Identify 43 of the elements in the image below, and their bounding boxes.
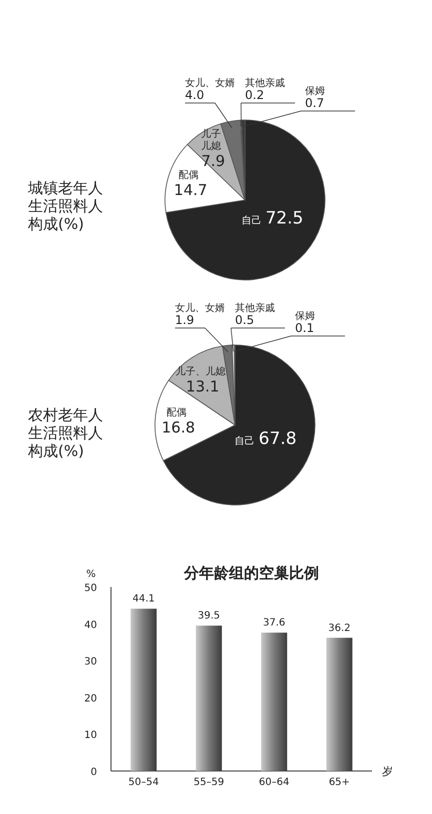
y-tick-label: 30 — [84, 656, 97, 668]
slice-label: 保姆 — [305, 86, 325, 97]
y-axis-title: % — [86, 569, 96, 580]
x-axis-title: 岁 — [382, 765, 393, 778]
data-label: 36.2 — [328, 622, 351, 634]
data-label: 0.2 — [245, 88, 264, 102]
data-label: 72.5 — [265, 208, 304, 228]
data-label: 0.7 — [305, 96, 324, 110]
slice-label: 配偶 — [166, 408, 186, 419]
data-label: 37.6 — [262, 618, 286, 629]
data-label: 4.0 — [185, 88, 204, 102]
x-tick-label: 60–64 — [258, 777, 290, 788]
data-label: 14.7 — [174, 181, 208, 200]
y-tick-label: 10 — [84, 730, 97, 742]
slice-label: 保姆 — [295, 311, 315, 322]
slice-label: 其他亲戚 — [245, 77, 285, 89]
y-tick-label: 20 — [84, 693, 97, 704]
slice-label: 儿子儿媳 — [201, 128, 222, 152]
data-label: 0.1 — [295, 321, 314, 335]
y-tick-label: 0 — [90, 767, 97, 778]
y-tick-label: 40 — [84, 620, 97, 631]
data-label: 7.9 — [201, 152, 226, 170]
slice-label: 配偶 — [178, 170, 199, 182]
x-tick-label: 65+ — [328, 777, 350, 788]
slice-label: 女儿、女婿 — [185, 77, 235, 89]
data-label: 39.5 — [198, 610, 220, 622]
slice-label: 女儿、女婿 — [175, 302, 225, 314]
text: 城镇老年人生活照料人构成(%) — [27, 179, 103, 233]
data-label: 67.8 — [258, 428, 297, 449]
x-tick-label: 50–54 — [128, 777, 159, 788]
y-tick-label: 50 — [84, 583, 97, 594]
x-tick-label: 55–59 — [194, 777, 224, 788]
slice-label: 自己 — [234, 434, 255, 447]
data-label: 16.8 — [162, 418, 196, 437]
slice-label: 儿子、儿媳 — [176, 365, 226, 378]
slice-label: 自己 — [241, 214, 262, 226]
data-label: 0.5 — [235, 313, 254, 327]
data-label: 44.1 — [132, 594, 155, 605]
slice-label: 其他亲戚 — [235, 302, 275, 314]
data-label: 1.9 — [175, 313, 194, 327]
text: 农村老年人生活照料人构成(%) — [27, 406, 103, 460]
chart-title: 分年龄组的空巢比例 — [183, 564, 319, 582]
data-label: 13.1 — [186, 377, 220, 396]
